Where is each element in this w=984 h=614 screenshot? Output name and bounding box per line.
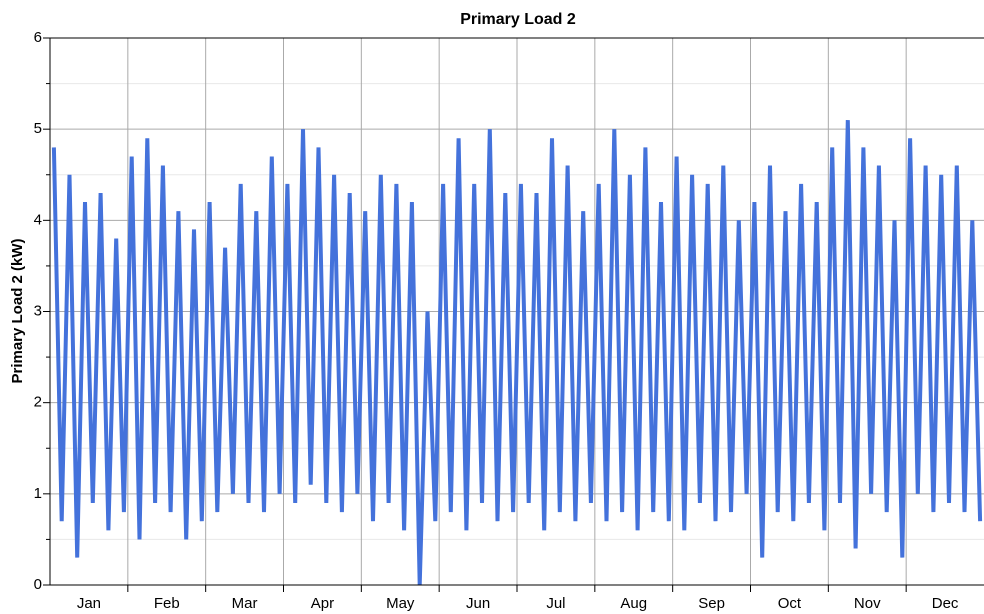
y-tick-label: 0 (34, 576, 42, 593)
y-tick-label: 4 (34, 211, 42, 228)
x-tick-label: Jun (466, 595, 490, 612)
x-tick-label: Jul (546, 595, 565, 612)
chart-title: Primary Load 2 (460, 11, 576, 28)
x-tick-label: Mar (232, 595, 258, 612)
y-tick-label: 2 (34, 394, 42, 411)
data-line (51, 120, 983, 586)
x-tick-label: Dec (932, 595, 959, 612)
x-tick-label: Aug (620, 595, 647, 612)
x-tick-label: May (386, 595, 415, 612)
x-tick-label: Apr (311, 595, 334, 612)
x-tick-label: Oct (778, 595, 802, 612)
y-tick-label: 5 (34, 120, 42, 137)
y-tick-label: 6 (34, 29, 42, 46)
x-tick-label: Nov (854, 595, 881, 612)
x-tick-label: Sep (698, 595, 725, 612)
y-tick-label: 3 (34, 302, 42, 319)
y-tick-label: 1 (34, 485, 42, 502)
y-axis-label: Primary Load 2 (kW) (9, 238, 26, 383)
x-tick-label: Feb (154, 595, 180, 612)
x-tick-label: Jan (77, 595, 101, 612)
